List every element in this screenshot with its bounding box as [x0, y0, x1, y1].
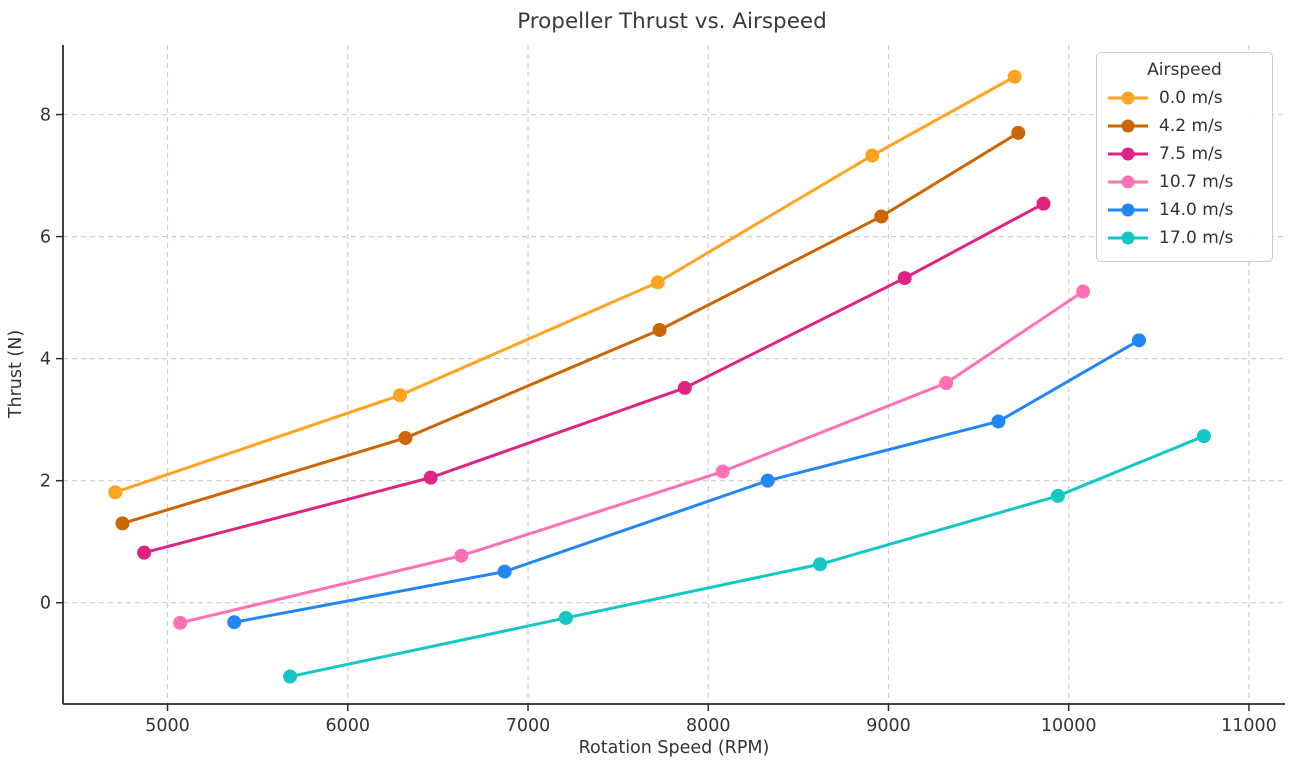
series-marker [897, 271, 912, 286]
legend-item: 17.0 m/s [1107, 224, 1262, 252]
series-marker [865, 148, 880, 163]
series-marker [283, 669, 298, 684]
legend-marker-icon [1108, 231, 1148, 245]
series-marker [393, 388, 408, 403]
legend-marker-icon [1108, 147, 1148, 161]
y-tick-label: 8 [40, 106, 51, 126]
legend-item: 4.2 m/s [1107, 112, 1262, 140]
series-marker [812, 557, 827, 572]
y-tick-label: 2 [40, 472, 51, 492]
legend-marker-icon [1108, 91, 1148, 105]
legend-item: 14.0 m/s [1107, 196, 1262, 224]
legend-item: 10.7 m/s [1107, 168, 1262, 196]
series-marker [137, 545, 152, 560]
series-marker [497, 564, 512, 579]
axes-layer: 5000 6000 7000 8000 9000 10000 11000 0 2 4 6 8 [40, 45, 1285, 736]
series-marker [108, 485, 123, 500]
series-marker [1076, 284, 1091, 299]
y-tick-label: 6 [40, 228, 51, 248]
series-marker [558, 610, 573, 625]
legend-item: 7.5 m/s [1107, 140, 1262, 168]
series-layer [108, 69, 1211, 684]
series-marker [677, 380, 692, 395]
legend-item-label: 14.0 m/s [1159, 200, 1234, 220]
series-marker [939, 376, 954, 391]
legend-title: Airspeed [1147, 60, 1222, 80]
x-tick-label: 7000 [506, 716, 551, 736]
legend-marker-icon [1108, 203, 1148, 217]
x-tick-label: 10000 [1041, 716, 1097, 736]
x-tick-label: 6000 [325, 716, 370, 736]
series-marker [1007, 69, 1022, 84]
legend-marker-icon [1108, 175, 1148, 189]
series-marker [1196, 429, 1211, 444]
series-marker [760, 473, 775, 488]
series-marker [652, 322, 667, 337]
legend-item-label: 0.0 m/s [1159, 88, 1223, 108]
series-line [120, 131, 1020, 525]
series-marker [115, 516, 130, 531]
chart-title: Propeller Thrust vs. Airspeed [517, 9, 827, 34]
series-marker [173, 615, 188, 630]
x-axis-label: Rotation Speed (RPM) [579, 738, 770, 758]
legend-rows: 0.0 m/s 4.2 m/s 7.5 m/s 10.7 m/s 14.0 m/s 17.… [1107, 84, 1262, 252]
legend-item-label: 4.2 m/s [1159, 116, 1223, 136]
series-marker [715, 464, 730, 479]
legend: Airspeed 0.0 m/s 4.2 m/s 7.5 m/s 10.7 m/s 14… [1096, 52, 1273, 262]
series-marker [1050, 488, 1065, 503]
series-marker [1011, 125, 1026, 140]
legend-marker-icon [1108, 119, 1148, 133]
y-axis-label: Thrust (N) [6, 330, 26, 419]
grid-layer [63, 45, 1285, 704]
legend-item: 0.0 m/s [1107, 84, 1262, 112]
series-marker [423, 470, 438, 485]
x-tick-label: 11000 [1221, 716, 1277, 736]
series-marker [398, 430, 413, 445]
series-line [142, 202, 1045, 555]
series-marker [991, 414, 1006, 429]
x-tick-label: 9000 [866, 716, 911, 736]
legend-item-label: 10.7 m/s [1159, 172, 1234, 192]
series-marker [874, 209, 889, 224]
legend-item-label: 7.5 m/s [1159, 144, 1223, 164]
series-marker [227, 615, 242, 630]
x-tick-label: 5000 [145, 716, 190, 736]
series-marker [1132, 333, 1147, 348]
series-marker [1036, 196, 1051, 211]
legend-item-label: 17.0 m/s [1159, 228, 1234, 248]
x-tick-label: 8000 [686, 716, 731, 736]
y-tick-label: 4 [40, 350, 51, 370]
series-marker [650, 275, 665, 290]
series-marker [454, 548, 469, 563]
y-tick-label: 0 [40, 594, 51, 614]
